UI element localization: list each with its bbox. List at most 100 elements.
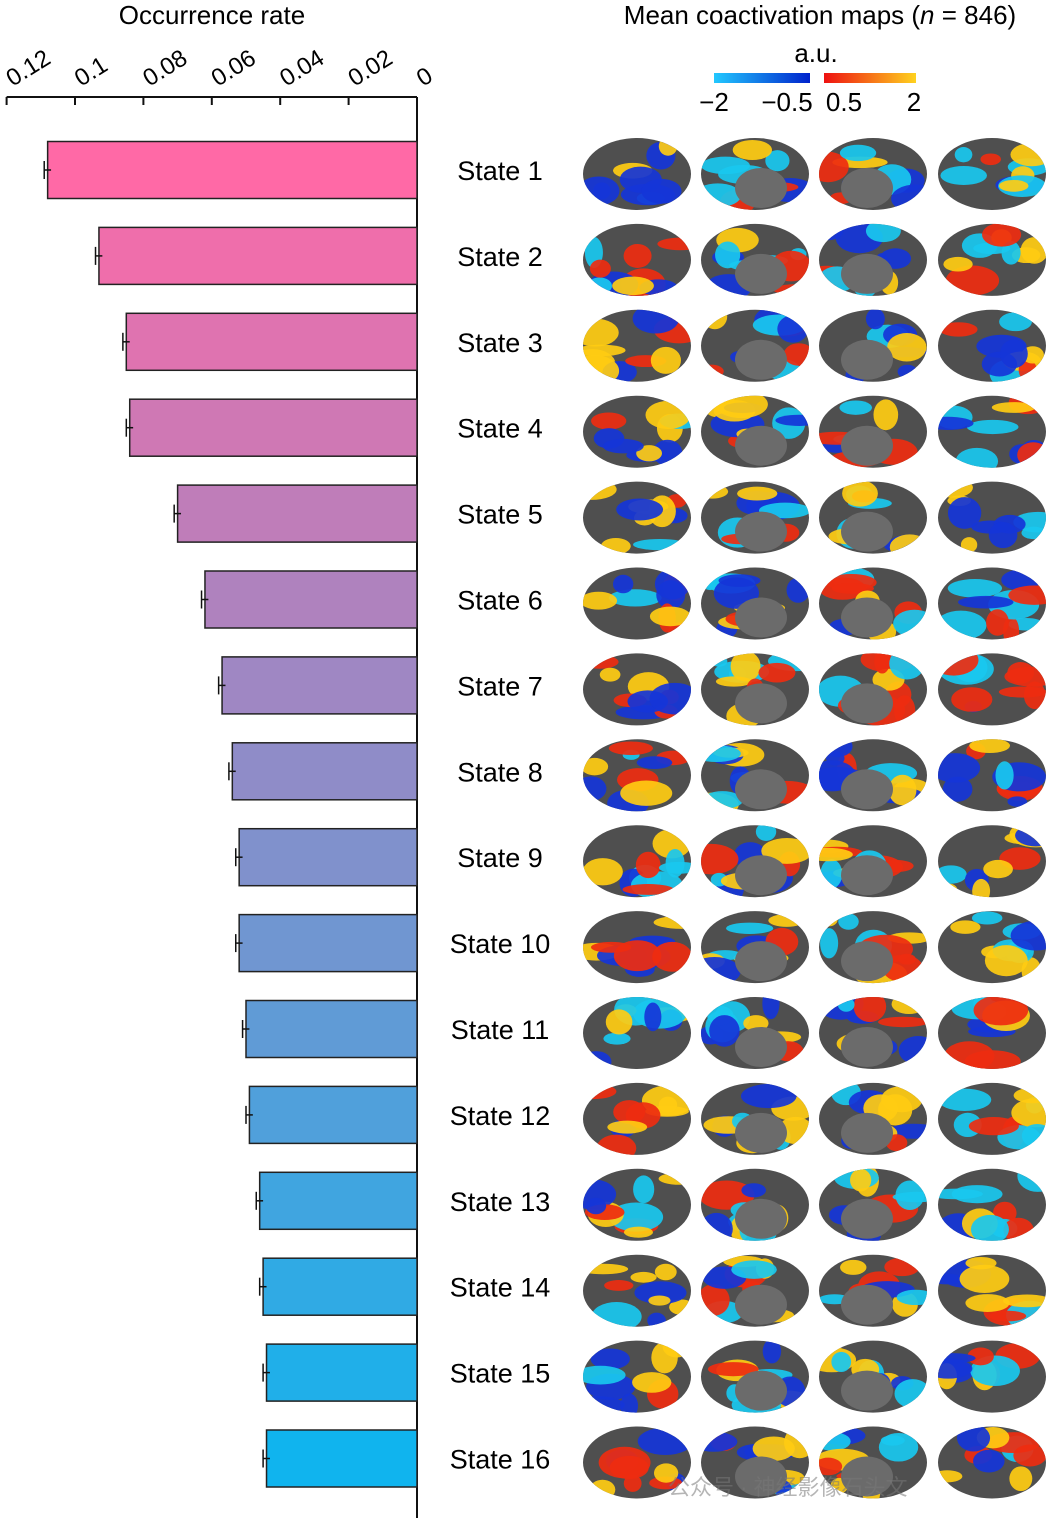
activation-blob <box>965 1294 1010 1312</box>
activation-blob <box>891 997 927 1015</box>
brain-map <box>819 138 927 210</box>
brain-map <box>938 825 1046 898</box>
activation-blob <box>648 1295 671 1306</box>
brain-map <box>583 309 691 382</box>
medial-wall <box>841 855 893 896</box>
brain-map <box>701 653 809 726</box>
activation-blob <box>970 1214 1009 1241</box>
activation-blob <box>950 920 981 934</box>
activation-blob <box>590 941 632 953</box>
activation-blob <box>632 309 680 334</box>
activation-blob <box>701 1212 733 1241</box>
activation-blob <box>758 662 796 683</box>
activation-blob <box>587 277 613 295</box>
state-label: State 14 <box>450 1273 551 1303</box>
activation-blob <box>980 153 1001 166</box>
x-tick-label: 0.02 <box>343 44 397 92</box>
activation-blob <box>645 400 691 430</box>
brain-map <box>938 481 1046 554</box>
medial-wall <box>841 1284 893 1325</box>
activation-blob <box>701 1180 755 1210</box>
activation-blob <box>583 481 617 500</box>
activation-blob <box>583 176 620 206</box>
brain-map <box>938 1082 1046 1155</box>
activation-blob <box>607 1120 648 1134</box>
medial-wall <box>735 425 787 466</box>
brain-map <box>938 1426 1046 1499</box>
maps-title: Mean coactivation maps (n = 846) <box>624 0 1016 30</box>
activation-blob <box>583 1051 612 1069</box>
activation-blob <box>654 1263 677 1281</box>
medial-wall <box>735 253 787 294</box>
activation-blob <box>972 878 991 898</box>
activation-blob <box>636 445 663 462</box>
brain-map <box>938 395 1046 468</box>
colorbar-label-neg: −0.5 <box>761 87 812 117</box>
activation-blob <box>1000 339 1028 369</box>
brain-map <box>583 138 691 210</box>
activation-blob <box>998 179 1029 192</box>
activation-blob <box>894 1379 927 1409</box>
activation-blob <box>783 343 809 366</box>
brain-map <box>938 1340 1046 1413</box>
activation-blob <box>973 1449 1005 1473</box>
x-tick-label: 0 <box>412 62 438 92</box>
activation-blob <box>662 1340 691 1358</box>
medial-wall <box>841 425 893 466</box>
activation-blob <box>608 589 662 607</box>
activation-blob <box>731 1260 777 1279</box>
activation-blob <box>775 414 809 426</box>
activation-blob <box>762 1340 782 1364</box>
brain-map <box>583 1340 691 1413</box>
activation-blob <box>765 150 790 172</box>
brain-map <box>701 481 809 554</box>
activation-blob <box>633 1175 655 1204</box>
state-label: State 11 <box>451 1015 550 1045</box>
activation-blob <box>888 774 917 806</box>
state-label: State 9 <box>457 843 543 873</box>
brain-map <box>938 739 1046 812</box>
activation-blob <box>636 756 673 769</box>
brain-map <box>701 567 809 640</box>
activation-blob <box>967 1347 994 1366</box>
activation-blob <box>819 1432 851 1451</box>
maps-title-n: n <box>920 0 934 30</box>
activation-blob <box>583 1263 629 1275</box>
activation-blob <box>938 416 974 430</box>
activation-blob <box>715 241 741 269</box>
activation-blob <box>969 739 1011 754</box>
activation-blob <box>730 653 761 682</box>
brain-map <box>701 911 809 984</box>
medial-wall <box>841 1198 893 1239</box>
activation-blob <box>649 606 691 627</box>
activation-blob <box>612 574 634 594</box>
activation-blob <box>786 577 809 603</box>
activation-blob <box>898 1035 927 1065</box>
activation-blob <box>991 402 1036 413</box>
activation-blob <box>658 1172 691 1185</box>
activation-blob <box>945 265 1000 296</box>
bar <box>176 484 418 543</box>
medial-wall <box>841 1456 893 1497</box>
activation-blob <box>873 399 899 431</box>
state-label: State 12 <box>450 1101 551 1131</box>
activation-blob <box>1021 526 1046 540</box>
activation-blob <box>831 1351 852 1373</box>
chart-title: Occurrence rate <box>119 0 305 30</box>
activation-blob <box>653 1463 679 1483</box>
brain-map-grid <box>583 138 1046 1499</box>
brain-map <box>583 1254 691 1327</box>
activation-blob <box>599 667 621 682</box>
medial-wall <box>841 1112 893 1153</box>
activation-blob <box>889 534 927 554</box>
brain-map <box>583 1426 691 1499</box>
brain-map <box>583 395 691 468</box>
activation-blob <box>583 318 619 347</box>
brain-map <box>583 911 691 984</box>
maps-title-prefix: Mean coactivation maps ( <box>624 0 921 30</box>
activation-blob <box>822 739 853 757</box>
activation-blob <box>880 1435 905 1446</box>
activation-blob <box>1017 442 1046 468</box>
activation-blob <box>938 1470 963 1483</box>
activation-blob <box>658 1096 678 1113</box>
